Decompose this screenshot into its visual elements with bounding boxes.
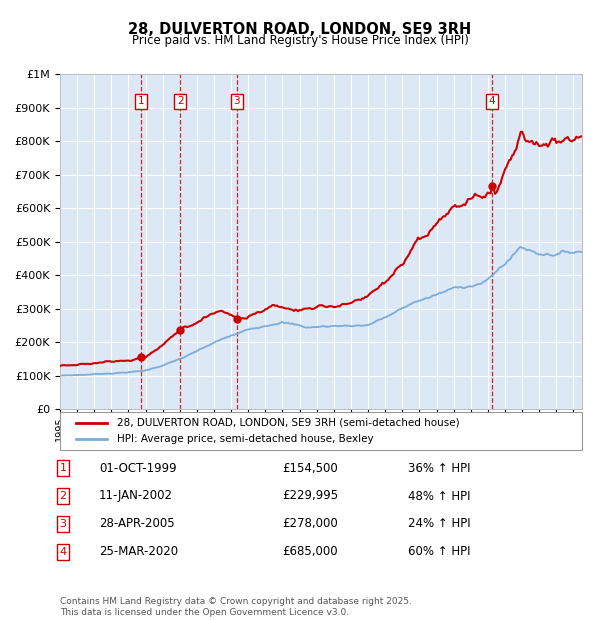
Text: Price paid vs. HM Land Registry's House Price Index (HPI): Price paid vs. HM Land Registry's House … xyxy=(131,34,469,47)
Text: 24% ↑ HPI: 24% ↑ HPI xyxy=(408,518,470,530)
Text: 36% ↑ HPI: 36% ↑ HPI xyxy=(408,462,470,474)
Text: £229,995: £229,995 xyxy=(282,490,338,502)
Text: 1: 1 xyxy=(59,463,67,473)
Text: 28-APR-2005: 28-APR-2005 xyxy=(99,518,175,530)
Text: 2: 2 xyxy=(59,491,67,501)
Text: 1: 1 xyxy=(138,96,145,106)
Text: 01-OCT-1999: 01-OCT-1999 xyxy=(99,462,176,474)
Text: 48% ↑ HPI: 48% ↑ HPI xyxy=(408,490,470,502)
Text: £154,500: £154,500 xyxy=(282,462,338,474)
Text: 28, DULVERTON ROAD, LONDON, SE9 3RH: 28, DULVERTON ROAD, LONDON, SE9 3RH xyxy=(128,22,472,37)
Text: 3: 3 xyxy=(59,519,67,529)
Text: 3: 3 xyxy=(233,96,240,106)
Text: £278,000: £278,000 xyxy=(282,518,338,530)
Text: 4: 4 xyxy=(488,96,495,106)
Text: Contains HM Land Registry data © Crown copyright and database right 2025.
This d: Contains HM Land Registry data © Crown c… xyxy=(60,598,412,617)
Text: HPI: Average price, semi-detached house, Bexley: HPI: Average price, semi-detached house,… xyxy=(118,434,374,444)
FancyBboxPatch shape xyxy=(60,412,582,450)
Text: 2: 2 xyxy=(177,96,184,106)
Text: 60% ↑ HPI: 60% ↑ HPI xyxy=(408,546,470,558)
Text: £685,000: £685,000 xyxy=(282,546,338,558)
Text: 4: 4 xyxy=(59,547,67,557)
Text: 28, DULVERTON ROAD, LONDON, SE9 3RH (semi-detached house): 28, DULVERTON ROAD, LONDON, SE9 3RH (sem… xyxy=(118,418,460,428)
Text: 25-MAR-2020: 25-MAR-2020 xyxy=(99,546,178,558)
Text: 11-JAN-2002: 11-JAN-2002 xyxy=(99,490,173,502)
